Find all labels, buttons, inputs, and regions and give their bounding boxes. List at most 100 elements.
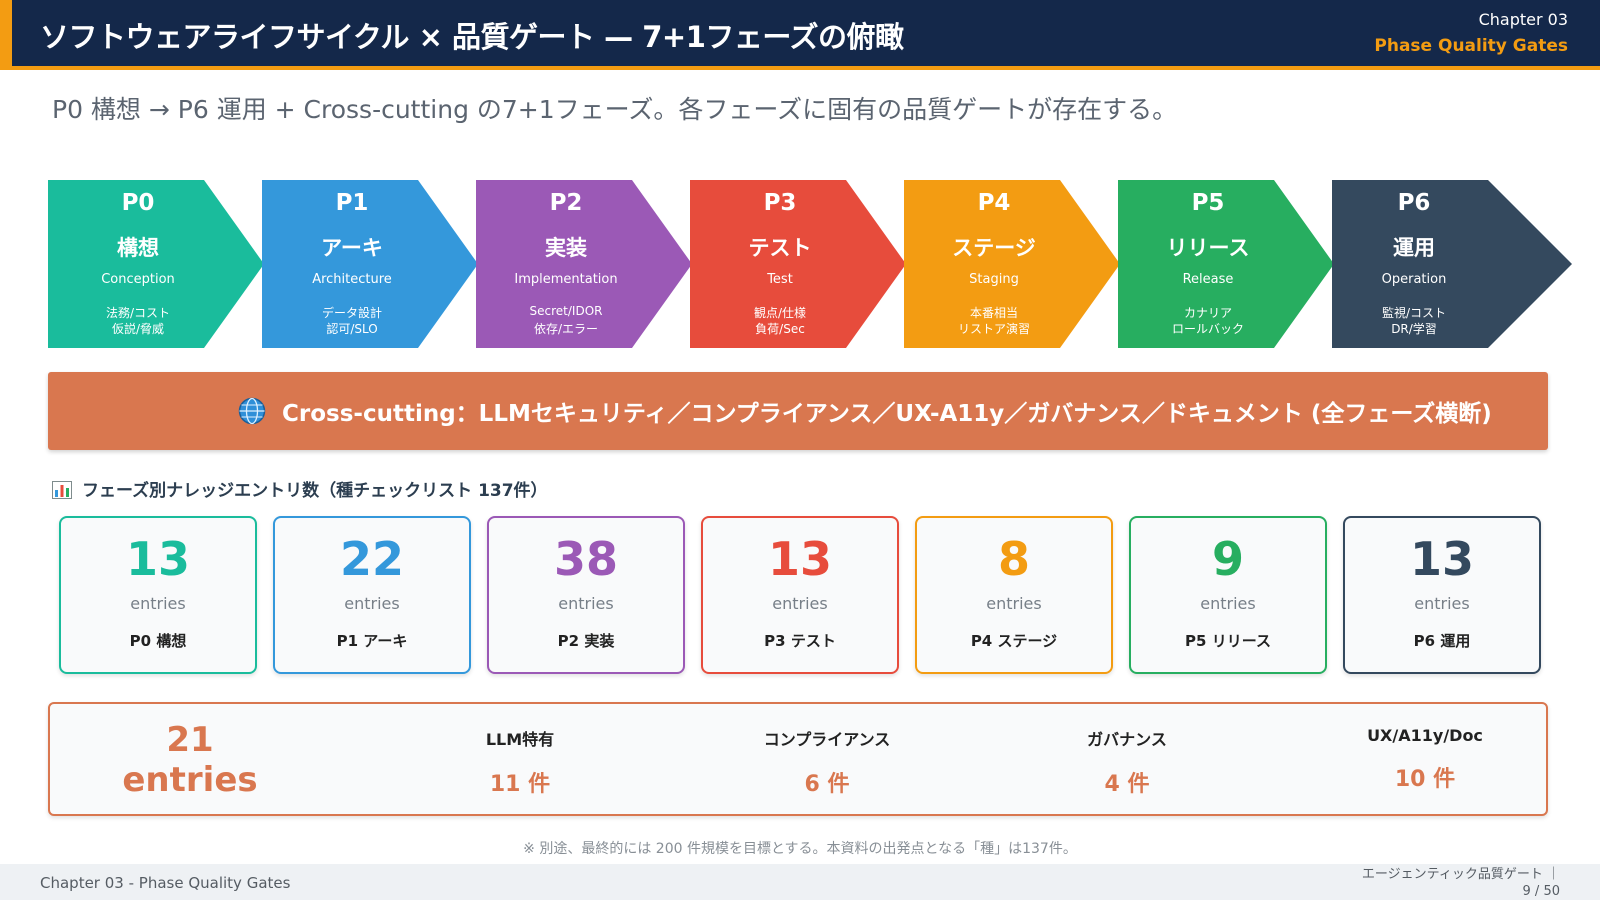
count-phase-name: P5 リリース [1185, 632, 1271, 650]
phase-arrow-shape [904, 180, 1120, 348]
phase-p4: P4 ステージ Staging 本番相当 リストア演習 [904, 180, 1120, 348]
phase-code: P6 [1397, 190, 1431, 216]
count-number: 22 [339, 532, 404, 586]
cross-cutting-label: Cross-cutting：LLMセキュリティ／コンプライアンス／UX-A11y… [282, 401, 1492, 427]
count-card-p5: 9 entries P5 リリース [1129, 516, 1327, 674]
phase-name-en: Architecture [312, 272, 392, 287]
count-number: 38 [553, 532, 618, 586]
summary-category: UX/A11y/Doc 10 件 [1315, 726, 1535, 793]
header-bar: ソフトウェアライフサイクル × 品質ゲート — 7+1フェーズの俯瞰 Chapt… [0, 0, 1600, 70]
phase-name-jp: アーキ [321, 236, 383, 260]
phase-arrow-shape [476, 180, 692, 348]
category-count: 4 件 [1104, 772, 1150, 797]
phase-p3: P3 テスト Test 観点/仕様 負荷/Sec [690, 180, 906, 348]
summary-category: コンプライアンス 6 件 [717, 726, 937, 798]
phase-arrow-shape [262, 180, 478, 348]
count-card-p1: 22 entries P1 アーキ [273, 516, 471, 674]
phase-detail-1: 法務/コスト [105, 306, 171, 320]
count-phase-name: P6 運用 [1413, 632, 1471, 650]
footer-bar: Chapter 03 - Phase Quality Gates エージェンティ… [0, 864, 1600, 900]
count-number: 13 [125, 532, 190, 586]
phase-detail-1: データ設計 [321, 306, 382, 320]
phase-arrow-shape [1118, 180, 1334, 348]
section-title-text: フェーズ別ナレッジエントリ数（種チェックリスト 137件） [82, 481, 548, 501]
cross-cutting-bar: Cross-cutting：LLMセキュリティ／コンプライアンス／UX-A11y… [48, 372, 1548, 450]
phase-detail-2: ロールバック [1171, 322, 1244, 336]
count-card-p6: 13 entries P6 運用 [1343, 516, 1541, 674]
phase-detail-2: リストア演習 [957, 322, 1030, 336]
phase-detail-2: 認可/SLO [326, 322, 378, 336]
summary-category: ガバナンス 4 件 [1017, 726, 1237, 798]
count-phase-name: P1 アーキ [336, 632, 408, 650]
phase-name-en: Release [1182, 272, 1234, 287]
phase-name-jp: 実装 [545, 236, 587, 260]
phase-arrow-shape [1332, 180, 1572, 348]
count-unit: entries [772, 594, 828, 613]
count-unit: entries [130, 594, 186, 613]
count-unit: entries [558, 594, 614, 613]
phase-detail-2: DR/学習 [1391, 322, 1437, 336]
phase-p5: P5 リリース Release カナリア ロールバック [1118, 180, 1334, 348]
count-unit: entries [1200, 594, 1256, 613]
page-title: ソフトウェアライフサイクル × 品質ゲート — 7+1フェーズの俯瞰 [40, 20, 904, 54]
count-number: 8 [997, 532, 1030, 586]
category-label: コンプライアンス [763, 730, 891, 749]
phase-detail-1: Secret/IDOR [529, 304, 603, 318]
section-title: フェーズ別ナレッジエントリ数（種チェックリスト 137件） [52, 476, 548, 501]
summary-category: LLM特有 11 件 [410, 726, 630, 798]
footer-right: エージェンティック品質ゲート ｜ 9 / 50 [1362, 866, 1560, 900]
category-label: UX/A11y/Doc [1367, 726, 1483, 745]
count-number: 9 [1211, 532, 1244, 586]
count-card-p0: 13 entries P0 構想 [59, 516, 257, 674]
phase-detail-1: 監視/コスト [1381, 306, 1447, 320]
phase-p2: P2 実装 Implementation Secret/IDOR 依存/エラー [476, 180, 692, 348]
phase-name-en: Operation [1381, 272, 1447, 287]
phase-p0: P0 構想 Conception 法務/コスト 仮説/脅威 [48, 180, 264, 348]
phase-code: P2 [549, 190, 583, 216]
phase-name-en: Implementation [514, 272, 618, 287]
phase-name-jp: テスト [748, 236, 812, 260]
phase-name-jp: ステージ [952, 236, 1036, 260]
phase-name-en: Test [767, 272, 793, 287]
page-number: 9 / 50 [1522, 884, 1560, 899]
phase-detail-2: 仮説/脅威 [111, 322, 165, 336]
chapter-subtitle: Phase Quality Gates [1374, 36, 1568, 56]
phase-name-jp: 構想 [117, 236, 159, 260]
phase-detail-2: 依存/エラー [533, 322, 599, 336]
total-unit: entries [122, 760, 258, 800]
phase-name-en: Staging [969, 272, 1019, 287]
phase-detail-1: 本番相当 [969, 306, 1018, 320]
count-phase-name: P2 実装 [557, 632, 615, 650]
category-count: 6 件 [804, 772, 850, 797]
phase-name-jp: リリース [1166, 236, 1250, 260]
count-number: 13 [1409, 532, 1474, 586]
total-number: 21 [166, 720, 214, 760]
chapter-label: Chapter 03 [1478, 10, 1568, 29]
count-unit: entries [344, 594, 400, 613]
footnote: ※ 別途、最終的には 200 件規模を目標とする。本資料の出発点となる「種」は1… [523, 841, 1077, 857]
count-number: 13 [767, 532, 832, 586]
phase-code: P0 [121, 190, 155, 216]
count-card-p3: 13 entries P3 テスト [701, 516, 899, 674]
category-count: 11 件 [489, 772, 551, 797]
phase-arrow-shape [690, 180, 906, 348]
phase-name-en: Conception [101, 272, 175, 287]
phase-detail-1: 観点/仕様 [753, 306, 807, 320]
bar-chart-icon [52, 481, 72, 499]
count-phase-name: P0 構想 [129, 632, 187, 650]
count-unit: entries [986, 594, 1042, 613]
phase-detail-1: カナリア [1183, 306, 1232, 320]
category-count: 10 件 [1394, 767, 1456, 792]
phase-p1: P1 アーキ Architecture データ設計 認可/SLO [262, 180, 478, 348]
phase-code: P1 [335, 190, 369, 216]
phase-code: P3 [763, 190, 797, 216]
count-phase-name: P4 ステージ [970, 632, 1058, 650]
phase-code: P4 [977, 190, 1011, 216]
count-card-p4: 8 entries P4 ステージ [915, 516, 1113, 674]
count-unit: entries [1414, 594, 1470, 613]
globe-icon [238, 397, 266, 425]
count-card-p2: 38 entries P2 実装 [487, 516, 685, 674]
footer-chapter: Chapter 03 - Phase Quality Gates [40, 874, 291, 892]
